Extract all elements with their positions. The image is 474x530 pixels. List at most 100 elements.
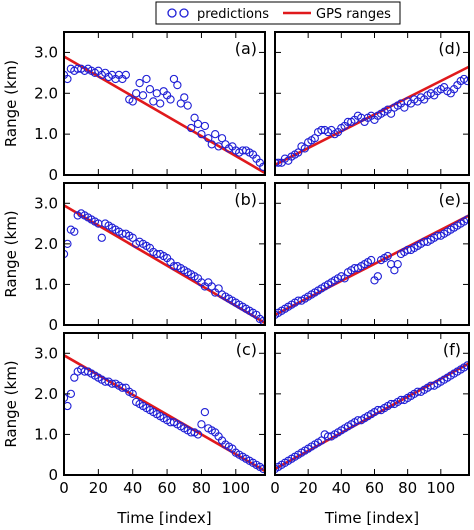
panel-tag: (f) [443, 340, 461, 359]
prediction-point [275, 158, 280, 167]
gps-range-line [275, 214, 469, 317]
prediction-point [142, 74, 151, 84]
plot-area [64, 55, 265, 175]
prediction-point [463, 215, 469, 224]
prediction-point [217, 134, 227, 143]
x-tick-label: 20 [299, 479, 318, 497]
y-tick-label: 2.0 [34, 385, 58, 403]
prediction-point [152, 89, 161, 98]
prediction-point [183, 101, 192, 110]
prediction-point [128, 233, 137, 242]
y-axis-label: Range (km) [2, 210, 20, 297]
prediction-point [138, 91, 148, 100]
prediction-point [275, 464, 280, 474]
prediction-point [383, 251, 392, 261]
prediction-point [200, 407, 210, 417]
axes-frame [274, 182, 470, 326]
prediction-point [149, 97, 158, 106]
x-tick-label: 60 [365, 479, 384, 497]
plot-area [64, 204, 265, 325]
prediction-point [169, 74, 179, 84]
prediction-point [393, 259, 402, 269]
legend-predictions-marker [167, 8, 177, 18]
prediction-point [294, 148, 303, 157]
y-tick-label: 1.0 [34, 275, 58, 293]
axes-frame [63, 31, 266, 176]
x-tick-label: 60 [158, 479, 177, 497]
plot-area [64, 354, 265, 474]
prediction-point [186, 123, 196, 133]
axes-frame [63, 332, 266, 476]
y-tick-label: 3.0 [34, 344, 58, 362]
y-tick-label: 0 [48, 166, 58, 184]
x-tick-label: 80 [192, 479, 211, 497]
panel-e: (e) [274, 182, 470, 326]
panel-d: (d) [274, 31, 470, 176]
prediction-point [64, 74, 72, 84]
prediction-point [173, 80, 182, 90]
y-tick-label: 0 [48, 466, 58, 484]
prediction-point [200, 121, 210, 131]
prediction-point [259, 464, 265, 474]
x-tick-label: 40 [123, 479, 142, 497]
prediction-point [367, 255, 376, 265]
plot-area [275, 65, 469, 167]
prediction-point [275, 158, 283, 167]
prediction-point [180, 93, 189, 102]
x-tick-label: 0 [270, 479, 280, 497]
x-tick-label: 100 [221, 479, 250, 497]
prediction-point [145, 85, 155, 94]
prediction-point [193, 119, 203, 129]
prediction-point [166, 95, 175, 104]
axes-frame [274, 332, 470, 476]
prediction-point [214, 284, 223, 293]
panel-a: 0 1.0 2.0 3.0 (a) Range (km) [2, 31, 266, 184]
prediction-point [386, 109, 396, 118]
prediction-point [118, 383, 127, 392]
prediction-point [259, 162, 265, 171]
prediction-point [300, 144, 309, 153]
prediction-point [121, 70, 130, 80]
panel-tag: (b) [234, 190, 257, 209]
prediction-point [156, 99, 165, 108]
y-tick-label: 2.0 [34, 84, 58, 102]
panel-b: 0 1.0 2.0 3.0 (b) Range (km) [2, 182, 266, 334]
y-tick-label: 3.0 [34, 194, 58, 212]
panel-f: 0 20 40 60 80 100 (f) Time [index] [270, 332, 470, 527]
legend: predictions GPS ranges [155, 1, 401, 25]
gps-range-line [275, 65, 469, 166]
panel-tag: (a) [235, 39, 257, 58]
plot-area [275, 214, 469, 320]
x-axis-label: Time [index] [324, 509, 419, 527]
prediction-point [373, 272, 382, 281]
panel-tag: (c) [236, 340, 257, 359]
y-axis-label: Range (km) [2, 60, 20, 147]
gps-range-line [64, 354, 265, 473]
prediction-point [64, 401, 72, 411]
prediction-point [193, 430, 203, 439]
prediction-point [190, 113, 199, 122]
prediction-point [211, 129, 220, 139]
prediction-point [197, 420, 206, 429]
x-tick-label: 100 [426, 479, 455, 497]
x-tick-label: 20 [89, 479, 108, 497]
prediction-point [70, 227, 79, 236]
legend-predictions-label: predictions [197, 7, 269, 22]
plot-area [275, 361, 469, 474]
panel-tag: (e) [439, 190, 461, 209]
prediction-point [463, 361, 469, 370]
prediction-point [204, 134, 213, 143]
y-tick-label: 0 [48, 316, 58, 334]
legend-frame [155, 1, 401, 25]
y-tick-label: 1.0 [34, 125, 58, 143]
prediction-point [197, 129, 206, 139]
gps-range-line [64, 204, 265, 325]
x-tick-label: 40 [332, 479, 351, 497]
y-tick-label: 3.0 [34, 43, 58, 61]
prediction-point [135, 78, 144, 88]
prediction-point [400, 103, 409, 112]
axes-frame [63, 182, 266, 326]
y-axis-label: Range (km) [2, 360, 20, 447]
y-tick-label: 1.0 [34, 425, 58, 443]
